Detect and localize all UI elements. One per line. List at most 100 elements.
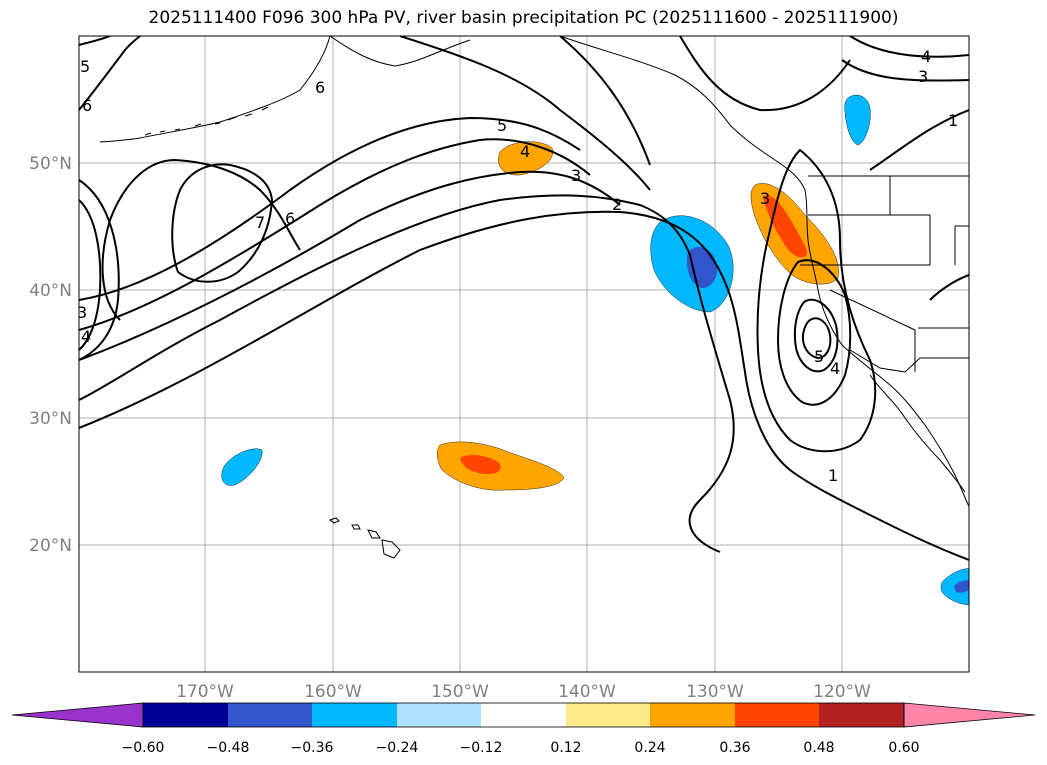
lat-label-50n: 50°N [29, 154, 72, 174]
colorbar-tick-6: 0.12 [550, 740, 581, 756]
pv-contour-ne-3 [869, 109, 969, 171]
colorbar-tick-1: −0.60 [122, 740, 165, 756]
colorbar-tick-7: 0.24 [634, 740, 665, 756]
contour-label-1-south: 1 [828, 466, 838, 485]
latitude-labels: 50°N 40°N 30°N 20°N [29, 154, 72, 556]
lon-label-170w: 170°W [176, 682, 234, 702]
pv-contour-ne-2 [841, 59, 969, 82]
precip-area-orange-gulf [498, 141, 553, 176]
map-title: 2025111400 F096 300 hPa PV, river basin … [148, 8, 899, 28]
pv-contour-trough-inner [793, 298, 839, 373]
contour-label-4-ne: 4 [921, 47, 931, 66]
colorbar-tick-2: −0.48 [207, 740, 250, 756]
colorbar-segment-2 [228, 703, 312, 727]
map-area: 5 6 6 5 4 3 2 7 6 3 4 3 5 4 1 4 3 1 [77, 36, 969, 672]
state-line-5 [954, 225, 969, 265]
contour-label-3-coast: 3 [760, 189, 770, 208]
colorbar-segment-1 [143, 703, 228, 727]
north-america-west-coast [559, 36, 969, 508]
us-mexico-border [849, 349, 969, 373]
pv-contour-north-1 [399, 36, 651, 191]
colorbar-segment-7 [650, 703, 735, 727]
colorbar-extend-high [903, 702, 1036, 728]
colorbar-tick-4: −0.24 [376, 740, 419, 756]
hawaii-islands [328, 517, 401, 559]
baja-coast [869, 374, 966, 493]
pv-contour-3 [79, 170, 621, 361]
contour-label-7: 7 [255, 213, 265, 232]
colorbar-segment-5 [481, 703, 566, 727]
pv-contour-trough-outer [756, 148, 877, 453]
pv-contour-2 [79, 210, 969, 561]
contour-label-3-west: 3 [77, 303, 87, 322]
alaska-gulf-coast [329, 36, 471, 67]
contour-label-4-trough: 4 [830, 359, 840, 378]
contour-label-2: 2 [612, 195, 622, 214]
pv-contour-sw [79, 199, 102, 351]
pv-contour-7 [171, 163, 274, 283]
lon-label-140w: 140°W [558, 682, 616, 702]
colorbar-segment-6 [566, 703, 650, 727]
state-line-2 [800, 214, 931, 266]
colorbar-frame [142, 702, 905, 728]
colorbar-segment-3 [312, 703, 397, 727]
pv-contour-nw-2 [79, 36, 141, 111]
contour-label-6-alaska: 6 [315, 78, 325, 97]
colorbar-tick-5: −0.12 [460, 740, 503, 756]
pv-contours [79, 36, 969, 561]
pv-contour-east [929, 274, 969, 301]
pv-contour-nw [79, 36, 111, 46]
contour-label-4-west: 4 [81, 327, 91, 346]
pv-contour-north-2 [559, 36, 651, 166]
contour-label-4-gulf: 4 [520, 142, 530, 161]
colorbar-tick-9: 0.48 [803, 740, 834, 756]
contour-label-1-ne: 1 [948, 111, 958, 130]
contour-label-5-trough: 5 [814, 347, 824, 366]
pv-contour-5 [79, 116, 581, 301]
pv-contour-trough-mid [776, 259, 852, 406]
alaska-peninsula-coast [99, 36, 331, 143]
colorbar: −0.60 −0.48 −0.36 −0.24 −0.12 0.12 0.24 … [11, 702, 1036, 756]
pv-contour-ridge [679, 36, 851, 112]
colorbar-tick-10: 0.60 [888, 740, 919, 756]
pv-contour-6 [101, 158, 301, 321]
pv-contour-1 [79, 194, 735, 553]
colorbar-segment-9 [819, 703, 904, 727]
colorbar-segment-4 [397, 703, 481, 727]
contour-label-5-gulf: 5 [497, 116, 507, 135]
pv-contour-sw-2 [79, 179, 120, 361]
coastlines [99, 36, 969, 559]
lon-label-120w: 120°W [813, 682, 871, 702]
state-line-3 [829, 289, 916, 372]
lat-label-30n: 30°N [29, 409, 72, 429]
precip-area-blue-westpac [221, 448, 263, 486]
precip-area-darkblue-mexico [954, 580, 969, 593]
contour-label-6-nw: 6 [82, 96, 92, 115]
contour-label-3-gulf: 3 [571, 166, 581, 185]
aleutian-islands [144, 106, 269, 136]
pv-contour-trough-core [801, 317, 832, 360]
pv-contour-ne-1 [849, 36, 969, 58]
lon-label-150w: 150°W [431, 682, 489, 702]
colorbar-tick-8: 0.36 [719, 740, 750, 756]
lat-label-40n: 40°N [29, 281, 72, 301]
precip-area-red-subtropic [460, 455, 501, 474]
map-frame [78, 35, 970, 673]
contour-label-6-west: 6 [285, 209, 295, 228]
contour-labels: 5 6 6 5 4 3 2 7 6 3 4 3 5 4 1 4 3 1 [77, 47, 958, 485]
contour-label-3-ne: 3 [918, 67, 928, 86]
contour-label-5-nw: 5 [80, 57, 90, 76]
colorbar-segment-8 [735, 703, 819, 727]
colorbar-extend-low [11, 702, 144, 728]
lon-label-160w: 160°W [304, 682, 362, 702]
precip-area-blue-inland [844, 94, 871, 146]
lat-label-20n: 20°N [29, 536, 72, 556]
precip-shading [221, 94, 969, 606]
longitude-labels: 170°W 160°W 150°W 140°W 130°W 120°W [176, 682, 871, 702]
pv-contour-4 [79, 138, 591, 331]
state-line-1 [808, 176, 891, 216]
lon-label-130w: 130°W [686, 682, 744, 702]
colorbar-tick-3: −0.36 [291, 740, 334, 756]
precip-area-orange-subtropic [437, 441, 565, 491]
